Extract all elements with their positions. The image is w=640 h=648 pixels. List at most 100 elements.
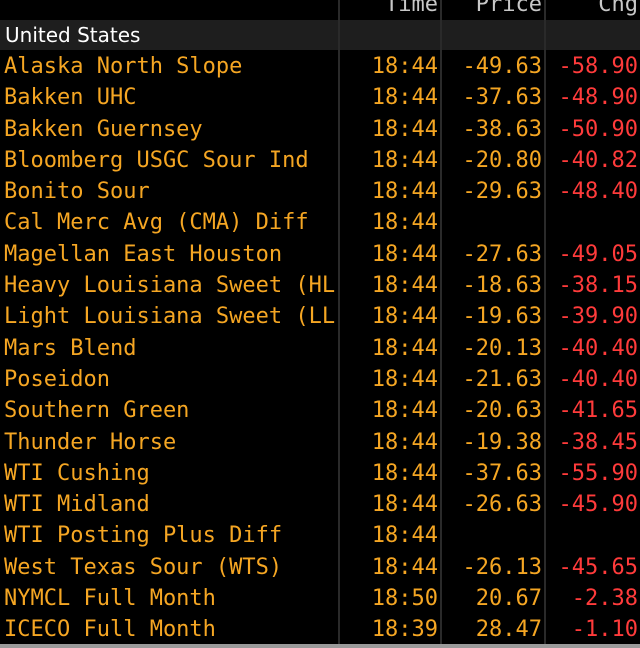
column-divider <box>544 0 546 644</box>
change-value: -41.65 <box>558 398 638 424</box>
price-value: -20.80 <box>462 147 542 173</box>
change-value <box>546 520 638 551</box>
change-value: -40.40 <box>558 335 638 361</box>
last-update-time: 18:44 <box>371 241 438 267</box>
last-update-time: 18:44 <box>371 116 438 142</box>
price-value: -18.63 <box>462 273 542 299</box>
price-value: -49.63 <box>462 54 542 79</box>
security-name: Magellan East Houston <box>4 241 283 267</box>
change-value: -58.90 <box>558 54 638 79</box>
table-row[interactable]: Bakken UHC 18:44 -37.63 -48.90 <box>0 82 640 113</box>
table-row[interactable]: WTI Cushing 18:44 -37.63 -55.90 <box>0 458 640 489</box>
last-update-time: 18:44 <box>371 54 438 79</box>
last-update-time: 18:44 <box>371 210 438 236</box>
last-update-time: 18:44 <box>371 492 438 518</box>
table-row[interactable]: Thunder Horse 18:44 -19.38 -38.45 <box>0 427 640 458</box>
change-value: -40.82 <box>558 147 638 173</box>
price-value: -19.63 <box>462 304 542 330</box>
last-update-time: 18:44 <box>371 335 438 361</box>
change-value: -48.40 <box>558 179 638 205</box>
change-value: -49.05 <box>558 241 638 267</box>
price-value: -37.63 <box>462 460 542 486</box>
table-row[interactable]: West Texas Sour (WTS) 18:44 -26.13 -45.6… <box>0 552 640 583</box>
table-row[interactable]: Southern Green 18:44 -20.63 -41.65 <box>0 395 640 426</box>
column-header-row: Time Price Chg <box>0 0 640 18</box>
change-value: -55.90 <box>558 460 638 486</box>
security-name: Light Louisiana Sweet (LLS) <box>4 304 336 330</box>
security-name: West Texas Sour (WTS) <box>4 554 283 580</box>
security-name: Thunder Horse <box>4 429 177 455</box>
security-name: Poseidon <box>4 366 110 392</box>
price-value: -20.63 <box>462 398 542 424</box>
security-name: Bonito Sour <box>4 179 150 205</box>
change-value: -50.90 <box>558 116 638 142</box>
security-name: Bakken Guernsey <box>4 116 203 142</box>
price-value <box>442 520 542 551</box>
column-divider <box>440 0 442 644</box>
last-update-time: 18:44 <box>371 460 438 486</box>
change-value: -1.10 <box>571 617 638 643</box>
price-value: -38.63 <box>462 116 542 142</box>
price-value: -21.63 <box>462 366 542 392</box>
security-name: Mars Blend <box>4 335 137 361</box>
last-update-time: 18:44 <box>371 523 438 549</box>
security-name: WTI Midland <box>4 492 150 518</box>
security-name: Bloomberg USGC Sour Ind <box>4 147 309 173</box>
security-name: WTI Cushing <box>4 460 150 486</box>
column-header-price[interactable]: Price <box>475 0 542 17</box>
last-update-time: 18:44 <box>371 429 438 455</box>
last-update-time: 18:44 <box>371 179 438 205</box>
table-row[interactable]: Cal Merc Avg (CMA) Diff 18:44 <box>0 207 640 238</box>
last-update-time: 18:44 <box>371 273 438 299</box>
table-row[interactable]: ICECO Full Month 18:39 28.47 -1.10 <box>0 614 640 645</box>
security-name: Bakken UHC <box>4 85 137 111</box>
section-header-row[interactable]: United States <box>0 20 640 50</box>
price-value: 28.47 <box>475 617 542 643</box>
security-name: WTI Posting Plus Diff <box>4 523 283 549</box>
change-value: -2.38 <box>571 586 638 612</box>
last-update-time: 18:44 <box>371 366 438 392</box>
price-value: -29.63 <box>462 179 542 205</box>
security-name: Southern Green <box>4 398 190 424</box>
last-update-time: 18:39 <box>371 617 438 643</box>
price-value <box>442 207 542 238</box>
price-value: -20.13 <box>462 335 542 361</box>
table-row[interactable]: Alaska North Slope 18:44 -49.63 -58.90 <box>0 51 640 82</box>
change-value: -45.65 <box>558 554 638 580</box>
table-row[interactable]: Bloomberg USGC Sour Ind 18:44 -20.80 -40… <box>0 145 640 176</box>
change-value: -38.45 <box>558 429 638 455</box>
last-update-time: 18:44 <box>371 304 438 330</box>
change-value: -40.40 <box>558 366 638 392</box>
change-value <box>546 207 638 238</box>
security-name: Heavy Louisiana Sweet (HLS) <box>4 273 336 299</box>
table-row[interactable]: NYMCL Full Month 18:50 20.67 -2.38 <box>0 583 640 614</box>
last-update-time: 18:44 <box>371 85 438 111</box>
price-value: -37.63 <box>462 85 542 111</box>
security-name: NYMCL Full Month <box>4 586 216 612</box>
change-value: -45.90 <box>558 492 638 518</box>
table-row[interactable]: Light Louisiana Sweet (LLS) 18:44 -19.63… <box>0 301 640 332</box>
price-value: -27.63 <box>462 241 542 267</box>
bottom-border <box>0 644 640 648</box>
last-update-time: 18:44 <box>371 554 438 580</box>
change-value: -38.15 <box>558 273 638 299</box>
table-row[interactable]: WTI Posting Plus Diff 18:44 <box>0 520 640 551</box>
column-header-chg[interactable]: Chg <box>598 0 638 17</box>
security-name: Alaska North Slope <box>4 54 243 79</box>
change-value: -48.90 <box>558 85 638 111</box>
table-row[interactable]: Heavy Louisiana Sweet (HLS) 18:44 -18.63… <box>0 270 640 301</box>
table-row[interactable]: Magellan East Houston 18:44 -27.63 -49.0… <box>0 239 640 270</box>
table-row[interactable]: Mars Blend 18:44 -20.13 -40.40 <box>0 333 640 364</box>
last-update-time: 18:44 <box>371 147 438 173</box>
change-value: -39.90 <box>558 304 638 330</box>
security-name: Cal Merc Avg (CMA) Diff <box>4 210 309 236</box>
table-row[interactable]: Bonito Sour 18:44 -29.63 -48.40 <box>0 176 640 207</box>
price-value: -26.63 <box>462 492 542 518</box>
table-row[interactable]: Bakken Guernsey 18:44 -38.63 -50.90 <box>0 114 640 145</box>
last-update-time: 18:44 <box>371 398 438 424</box>
section-title: United States <box>5 23 141 47</box>
table-row[interactable]: WTI Midland 18:44 -26.63 -45.90 <box>0 489 640 520</box>
table-row[interactable]: Poseidon 18:44 -21.63 -40.40 <box>0 364 640 395</box>
column-header-time[interactable]: Time <box>385 0 438 17</box>
